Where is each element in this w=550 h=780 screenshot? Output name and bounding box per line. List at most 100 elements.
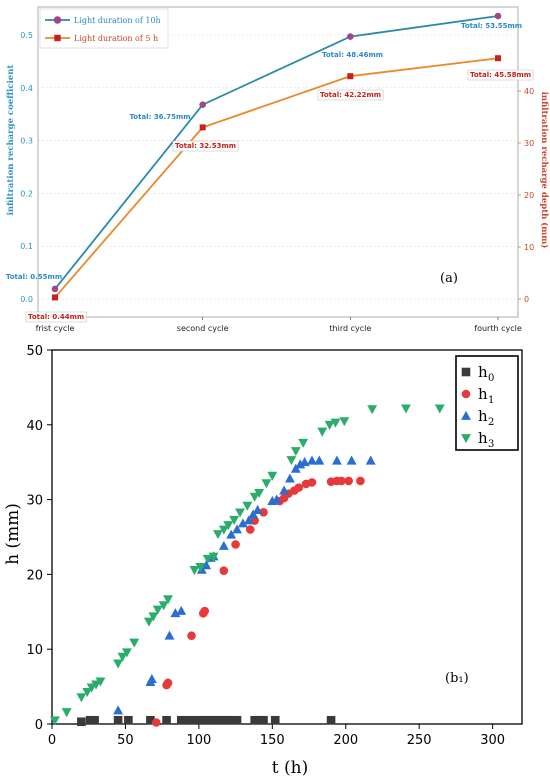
chart-b1-point-h3 xyxy=(148,612,159,622)
chart-b1-legend-marker-h3 xyxy=(461,434,471,444)
chart-a-xtick: second cycle xyxy=(177,324,229,333)
chart-b1-point-h3 xyxy=(261,479,272,489)
chart-a-point-1 xyxy=(199,124,206,131)
chart-b1-point-h2 xyxy=(284,473,295,483)
chart-b1-point-h1 xyxy=(356,476,365,486)
chart-b1-point-h3 xyxy=(290,447,301,457)
chart-a-point-1 xyxy=(495,55,501,62)
chart-b1-point-h3 xyxy=(213,530,223,540)
chart-b1-xtick: 100 xyxy=(186,733,211,748)
chart-b1-ytick: 10 xyxy=(26,643,43,658)
chart-a-ytick-left: 0.5 xyxy=(20,31,33,40)
chart-b1-point-h2 xyxy=(113,705,124,715)
chart-b1-point-h0 xyxy=(213,715,223,725)
chart-a-ylabel-right: infiltration recharge depth (mm) xyxy=(539,92,550,249)
chart-b1-point-h0 xyxy=(226,715,236,725)
chart-b1-point-h2 xyxy=(176,605,187,615)
chart-b1-point-h2 xyxy=(331,455,342,465)
chart-b1-xlabel: t (h) xyxy=(272,758,308,778)
chart-b1-point-h2 xyxy=(299,457,310,467)
chart-a-data-label-box xyxy=(25,311,87,323)
chart-b1-ytick: 50 xyxy=(26,344,43,359)
chart-a-data-label-1: Total: 32.53mm xyxy=(175,142,236,150)
chart-a-data-label-0: Total: 0.55mm xyxy=(6,273,62,281)
chart-b1-xtick: 300 xyxy=(480,733,505,748)
chart-b1-point-h0 xyxy=(259,715,268,725)
chart-b1-point-h3 xyxy=(235,508,245,518)
chart-a-legend-box xyxy=(39,8,169,49)
chart-a-ytick-right: 40 xyxy=(524,87,534,96)
chart-a-data-label-box xyxy=(172,140,239,152)
chart-b1-point-h2 xyxy=(314,455,325,465)
chart-b1-point-h1 xyxy=(163,678,173,688)
chart-a-ytick-left: 0.3 xyxy=(20,137,33,146)
chart-b1-point-h3 xyxy=(249,492,260,502)
chart-a-data-label-1: Total: 0.44mm xyxy=(28,313,84,321)
chart-a-ytick-left: 0.1 xyxy=(20,242,33,251)
chart-b1-xtick: 200 xyxy=(333,733,358,748)
chart-b1-point-h3 xyxy=(82,687,93,697)
chart-b1-point-h2 xyxy=(365,455,376,465)
chart-b1-point-h1 xyxy=(151,718,161,727)
chart-b1-point-h3 xyxy=(339,417,350,427)
chart-a-data-label-box xyxy=(317,89,384,101)
chart-b1-point-h3 xyxy=(76,693,87,703)
chart-b1-point-h3 xyxy=(401,404,411,414)
chart-b1-point-h3 xyxy=(286,456,297,466)
chart-b1-point-h0 xyxy=(232,715,242,725)
chart-b1-point-h0 xyxy=(209,715,218,725)
chart-a-data-label-0: Total: 36.75mm xyxy=(129,113,190,121)
chart-b1-point-h0 xyxy=(196,715,205,725)
chart-a-ylabel-left: infiltration recharge coefficient xyxy=(6,65,16,216)
chart-b1-point-h2 xyxy=(346,455,357,465)
chart-b1-point-h2 xyxy=(164,630,175,640)
chart-b1-point-h0 xyxy=(326,715,336,725)
chart-b1-point-h0 xyxy=(77,717,86,727)
chart-a-frame xyxy=(37,6,519,318)
chart-a-point-0 xyxy=(494,12,502,20)
chart-b1-point-h3 xyxy=(143,617,154,627)
chart-a-legend-label-0: Light duration of 10h xyxy=(74,16,161,25)
chart-b1-point-h3 xyxy=(324,420,335,430)
chart-b1-xtick: 250 xyxy=(407,733,432,748)
chart-a-point-0 xyxy=(199,101,206,108)
chart-b1-point-h3 xyxy=(158,601,169,611)
chart-b1-ytick: 40 xyxy=(26,419,43,434)
chart-b1-legend-sub-h0: 0 xyxy=(488,373,494,384)
chart-b1-point-h1 xyxy=(294,483,304,492)
chart-b1-point-h3 xyxy=(49,716,60,726)
chart-b1-point-h0 xyxy=(90,715,99,725)
chart-b1-point-h3 xyxy=(61,708,72,718)
chart-a-ytick-left: 0.2 xyxy=(20,189,33,198)
chart-a-xtick: fourth cycle xyxy=(474,324,522,333)
chart-b1-point-h0 xyxy=(124,715,133,725)
chart-b1-point-h3 xyxy=(189,566,200,576)
chart-b1-point-h2 xyxy=(232,524,243,534)
chart-b1-point-h3 xyxy=(163,595,173,605)
chart-b1-ylabel: h (mm) xyxy=(3,503,23,565)
chart-b1-point-h0 xyxy=(222,715,232,725)
chart-b1-point-h3 xyxy=(229,515,240,525)
chart-b1-ytick: 30 xyxy=(26,494,43,509)
chart-b1-point-h3 xyxy=(95,677,106,687)
chart-a-legend-marker-0 xyxy=(53,16,62,24)
chart-a-point-0 xyxy=(347,33,354,40)
chart-b1-point-h3 xyxy=(152,605,163,615)
chart-a-series-line-0 xyxy=(54,15,499,290)
chart-a-ytick-left: 0.0 xyxy=(20,295,33,304)
chart-b1-point-h1 xyxy=(337,476,346,486)
chart-b1-point-h0 xyxy=(254,715,264,725)
chart-b1-legend-marker-h0 xyxy=(461,367,471,377)
chart-b1-xtick: 0 xyxy=(48,733,56,748)
chart-b1-legend-sub-h3: 3 xyxy=(488,439,494,450)
chart-a-point-0 xyxy=(51,285,59,293)
chart-a-ytick-left: 0.4 xyxy=(20,84,33,93)
chart-b1-point-h3 xyxy=(113,659,124,669)
chart-b1-legend-marker-h2 xyxy=(461,410,471,420)
chart-b1-point-h3 xyxy=(434,404,445,414)
chart-a-ytick-right: 30 xyxy=(524,139,534,148)
chart-b1-legend-label-h0: h xyxy=(478,363,488,381)
chart-a-data-label-0: Total: 53.55mm xyxy=(461,22,522,30)
chart-b1-point-h0 xyxy=(176,715,186,725)
chart-b1-ytick: 0 xyxy=(35,718,43,733)
